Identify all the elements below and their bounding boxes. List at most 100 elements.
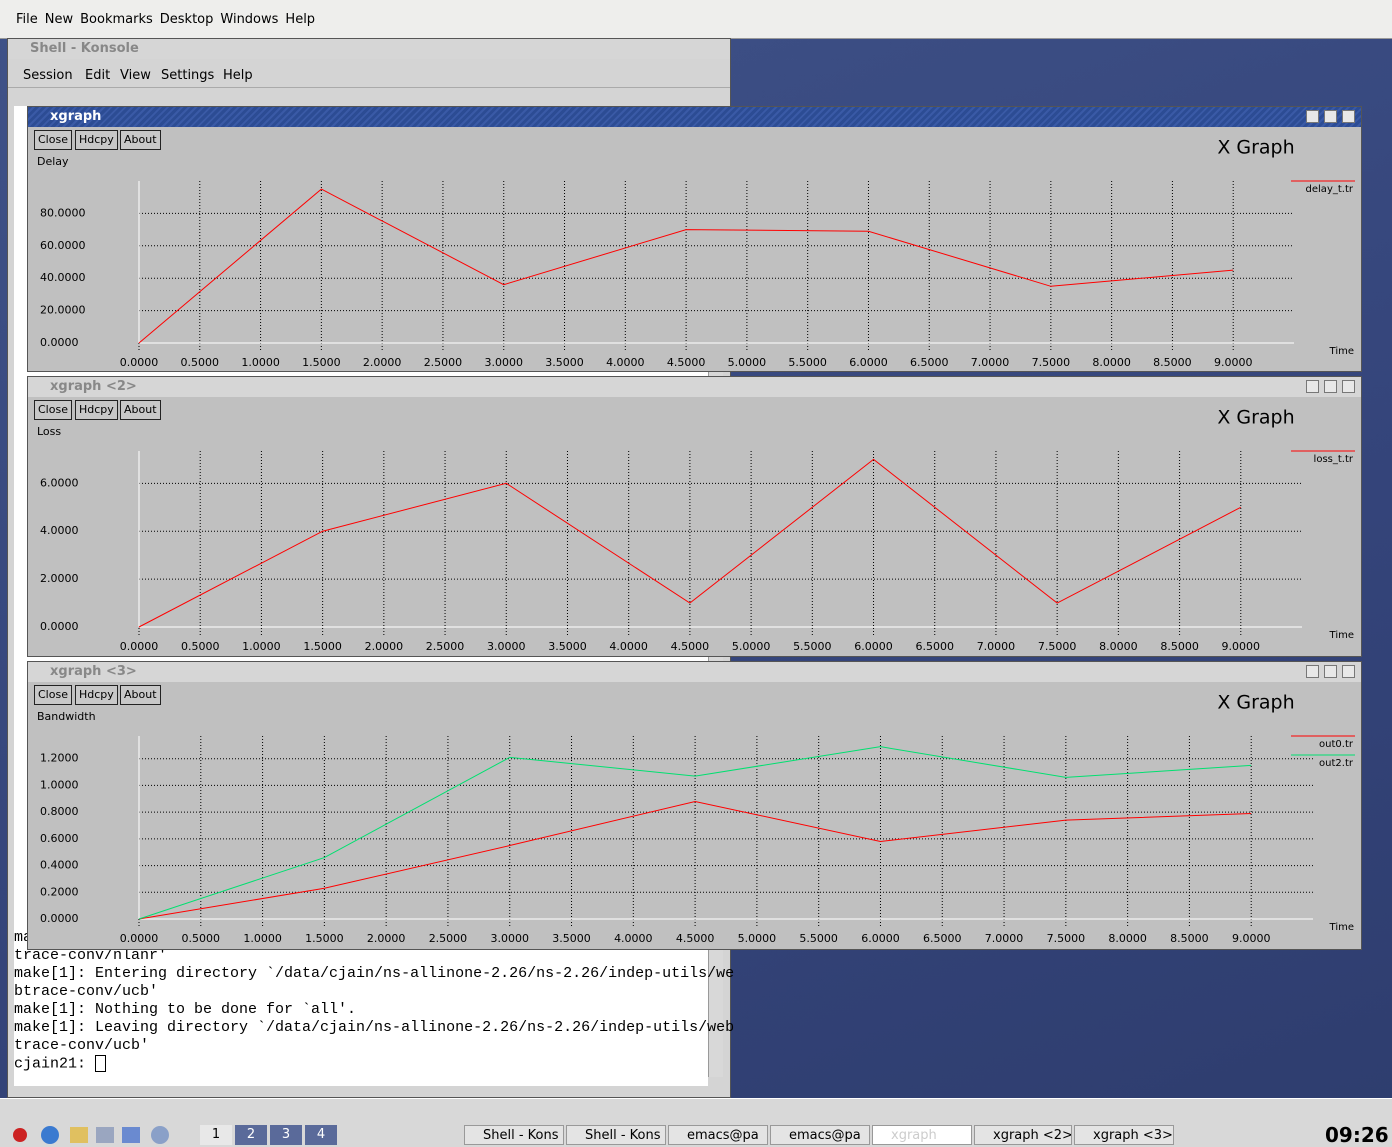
- menu-item[interactable]: View: [120, 68, 151, 83]
- x-tick-label: 0.5000: [182, 932, 221, 945]
- konsole-menu: Session Edit View Settings Help: [8, 61, 730, 88]
- minimize-button[interactable]: [1306, 665, 1319, 678]
- x-tick-label: 0.0000: [120, 932, 159, 945]
- menu-item[interactable]: New: [45, 12, 73, 27]
- x-tick-label: 3.5000: [548, 640, 587, 653]
- x-tick-label: 7.0000: [971, 356, 1010, 369]
- x-tick-label: 3.0000: [490, 932, 529, 945]
- desktop-button[interactable]: 1: [200, 1125, 232, 1145]
- legend-label: out2.tr: [1319, 758, 1354, 769]
- xgraph-window: xgraph <3>CloseHdcpyAboutX GraphBandwidt…: [27, 661, 1362, 950]
- chart: X GraphBandwidthTime0.00000.50001.00001.…: [28, 682, 1361, 949]
- x-tick-label: 0.5000: [181, 640, 220, 653]
- x-tick-label: 6.0000: [861, 932, 900, 945]
- icon[interactable]: [151, 1126, 169, 1144]
- title-bar: Shell - Konsole: [8, 39, 730, 59]
- menu-item[interactable]: Session: [23, 68, 73, 83]
- x-tick-label: 1.0000: [241, 356, 280, 369]
- desktop-button[interactable]: 4: [305, 1125, 337, 1145]
- x-tick-label: 7.0000: [977, 640, 1016, 653]
- task-button[interactable]: xgraph <2>: [974, 1125, 1072, 1145]
- x-tick-label: 0.0000: [120, 640, 159, 653]
- y-tick-label: 2.0000: [40, 572, 79, 585]
- maximize-button[interactable]: [1324, 110, 1337, 123]
- x-tick-label: 8.5000: [1160, 640, 1199, 653]
- menu-item[interactable]: Help: [223, 68, 253, 83]
- menu-item[interactable]: Desktop: [160, 12, 214, 27]
- x-tick-label: 9.0000: [1222, 640, 1261, 653]
- close-button[interactable]: [1342, 110, 1355, 123]
- minimize-button[interactable]: [1306, 380, 1319, 393]
- x-tick-label: 4.0000: [609, 640, 648, 653]
- icon[interactable]: [122, 1127, 140, 1143]
- terminal-line: cjain21:: [14, 1055, 708, 1073]
- icon[interactable]: [13, 1128, 27, 1142]
- x-axis-label: Time: [1329, 630, 1354, 641]
- x-tick-label: 4.0000: [606, 356, 645, 369]
- xgraph-window: xgraphCloseHdcpyAboutX GraphDelayTime0.0…: [27, 106, 1362, 372]
- y-tick-label: 0.0000: [40, 336, 79, 349]
- x-tick-label: 8.0000: [1108, 932, 1147, 945]
- terminal-line: make[1]: Nothing to be done for `all'.: [14, 1001, 708, 1019]
- xgraph-window: xgraph <2>CloseHdcpyAboutX GraphLossTime…: [27, 376, 1362, 657]
- y-tick-label: 0.0000: [40, 912, 79, 925]
- minimize-button[interactable]: [1306, 110, 1319, 123]
- graph-area: CloseHdcpyAboutX GraphBandwidthTime0.000…: [28, 682, 1361, 949]
- task-button[interactable]: xgraph: [872, 1125, 972, 1145]
- x-tick-label: 0.5000: [181, 356, 220, 369]
- x-tick-label: 2.5000: [424, 356, 463, 369]
- y-tick-label: 60.0000: [40, 239, 86, 252]
- chart: X GraphLossTime0.00000.50001.00001.50002…: [28, 397, 1361, 656]
- x-tick-label: 0.0000: [120, 356, 159, 369]
- x-tick-label: 7.5000: [1032, 356, 1071, 369]
- task-button[interactable]: emacs@pa: [770, 1125, 870, 1145]
- task-button[interactable]: Shell - Kons: [464, 1125, 564, 1145]
- cursor: [95, 1055, 106, 1072]
- icon[interactable]: [96, 1127, 114, 1143]
- icon[interactable]: [70, 1127, 88, 1143]
- x-tick-label: 7.5000: [1047, 932, 1086, 945]
- y-tick-label: 4.0000: [40, 524, 79, 537]
- y-tick-label: 40.0000: [40, 271, 86, 284]
- terminal-line: make[1]: Leaving directory `/data/cjain/…: [14, 1019, 708, 1037]
- icon[interactable]: [41, 1126, 59, 1144]
- maximize-button[interactable]: [1324, 665, 1337, 678]
- chart-title: X Graph: [1217, 692, 1294, 714]
- x-tick-label: 3.5000: [545, 356, 584, 369]
- y-tick-label: 1.2000: [40, 752, 79, 765]
- x-tick-label: 3.0000: [484, 356, 523, 369]
- x-tick-label: 9.0000: [1232, 932, 1271, 945]
- task-button[interactable]: xgraph <3>: [1074, 1125, 1174, 1145]
- y-tick-label: 0.2000: [40, 885, 79, 898]
- menu-item[interactable]: Settings: [161, 68, 214, 83]
- task-button[interactable]: emacs@pa: [668, 1125, 768, 1145]
- menu-item[interactable]: File: [16, 12, 38, 27]
- legend-label: out0.tr: [1319, 739, 1354, 750]
- x-tick-label: 3.5000: [552, 932, 591, 945]
- maximize-button[interactable]: [1324, 380, 1337, 393]
- task-button[interactable]: Shell - Kons: [566, 1125, 666, 1145]
- menu-item[interactable]: Edit: [85, 68, 110, 83]
- legend-label: delay_t.tr: [1306, 184, 1354, 195]
- x-tick-label: 8.5000: [1153, 356, 1192, 369]
- y-tick-label: 0.4000: [40, 859, 79, 872]
- legend-label: loss_t.tr: [1314, 454, 1354, 465]
- menu-item[interactable]: Help: [285, 12, 315, 27]
- desktop-button[interactable]: 2: [235, 1125, 267, 1145]
- close-button[interactable]: [1342, 380, 1355, 393]
- desktop-button[interactable]: 3: [270, 1125, 302, 1145]
- terminal-line: btrace-conv/ucb': [14, 983, 708, 1001]
- x-tick-label: 2.0000: [365, 640, 404, 653]
- x-tick-label: 3.0000: [487, 640, 526, 653]
- x-tick-label: 6.0000: [854, 640, 893, 653]
- x-tick-label: 2.5000: [426, 640, 465, 653]
- close-button[interactable]: [1342, 665, 1355, 678]
- menu-item[interactable]: Windows: [220, 12, 278, 27]
- chart-title: X Graph: [1217, 137, 1294, 159]
- x-tick-label: 7.0000: [985, 932, 1024, 945]
- x-tick-label: 5.5000: [793, 640, 832, 653]
- menu-item[interactable]: Bookmarks: [80, 12, 153, 27]
- x-tick-label: 7.5000: [1038, 640, 1077, 653]
- x-tick-label: 9.0000: [1214, 356, 1253, 369]
